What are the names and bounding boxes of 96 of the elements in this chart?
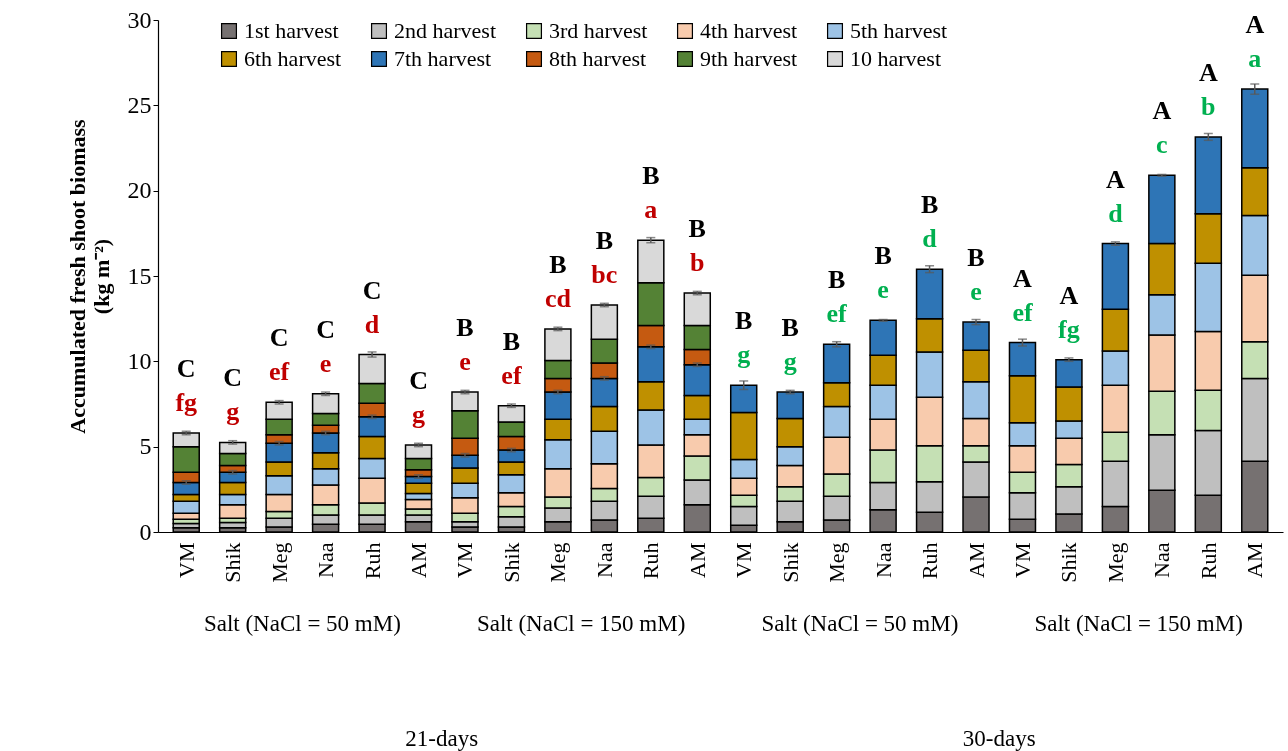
annotation: a (644, 195, 658, 225)
annotation: B (967, 243, 985, 273)
annotation: ef (1012, 297, 1033, 327)
annotation: ef (826, 299, 848, 329)
x-tick-label: Ruh (1195, 542, 1221, 580)
text: Salt (NaCl = 150 mM) (1034, 611, 1243, 636)
x-tick-label: Naa (1149, 542, 1175, 578)
x-tick-label: AM (1242, 542, 1268, 578)
annotation: B (549, 249, 567, 279)
annotation: B (874, 241, 892, 271)
legend-label: 9th harvest (700, 46, 798, 71)
annotation: g (226, 397, 240, 427)
x-tick-label: Meg (266, 542, 292, 583)
x-tick-label: AM (684, 542, 710, 578)
annotation: A (1013, 263, 1033, 293)
y-tick-label: 25 (127, 91, 152, 118)
annotation: C (316, 314, 335, 344)
annotation: fg (1058, 314, 1080, 344)
x-tick-label: VM (452, 542, 478, 578)
x-tick-label: Meg (824, 542, 850, 583)
annotation: B (827, 265, 846, 295)
annotation: A (1245, 10, 1265, 40)
annotation: c (1156, 130, 1168, 160)
annotation: b (690, 248, 705, 278)
annotation: B (502, 326, 521, 356)
legend-label: 8th harvest (549, 46, 647, 71)
annotation: B (781, 313, 799, 343)
text: Salt (NaCl = 50 mM) (203, 611, 401, 636)
x-tick-label: Shik (220, 542, 246, 583)
x-tick-label: Ruh (917, 542, 943, 580)
y-tick-label: 20 (127, 177, 152, 204)
annotation: C (176, 354, 196, 384)
text: Salt (NaCl = 50 mM) (761, 611, 959, 636)
text: 30-days (962, 726, 1036, 751)
legend-label: 1st harvest (244, 18, 339, 43)
annotation: C (269, 323, 289, 353)
annotation: A (1152, 96, 1172, 126)
annotation: ef (269, 357, 290, 387)
y-tick-label: 5 (139, 433, 152, 460)
annotation: ef (501, 360, 522, 390)
x-tick-label: AM (406, 542, 432, 578)
x-tick-label: Ruh (638, 542, 664, 580)
annotation: b (1201, 91, 1216, 121)
x-tick-label: Ruh (359, 542, 385, 580)
annotation: e (877, 275, 889, 305)
annotation: bc (591, 260, 618, 290)
x-tick-label: VM (173, 542, 199, 578)
annotation: d (364, 309, 380, 339)
x-tick-label: Shik (777, 542, 803, 583)
annotation: g (737, 340, 751, 370)
y-tick-label: 10 (127, 347, 152, 374)
x-tick-label: VM (1009, 542, 1035, 578)
annotation: A (1198, 57, 1218, 87)
x-tick-label: Naa (870, 542, 896, 578)
annotation: g (783, 347, 797, 377)
annotation: e (970, 277, 982, 307)
legend-label: 10 harvest (850, 46, 942, 71)
annotation: C (409, 365, 428, 395)
annotation: e (459, 347, 471, 377)
annotation: B (595, 226, 614, 256)
x-tick-label: Shik (1056, 542, 1082, 583)
annotation: B (642, 161, 660, 191)
y-tick-label: 30 (127, 6, 152, 33)
x-tick-label: Naa (313, 542, 339, 578)
x-tick-label: Shik (498, 542, 524, 583)
annotation: fg (175, 388, 198, 418)
x-tick-label: VM (731, 542, 757, 578)
x-tick-label: AM (963, 542, 989, 578)
annotation: d (1108, 198, 1124, 228)
annotation: d (922, 224, 938, 254)
annotation: B (920, 190, 939, 220)
annotation: e (319, 348, 332, 378)
x-tick-label: Meg (545, 542, 571, 583)
annotation: A (1059, 280, 1079, 310)
legend-label: 6th harvest (244, 46, 342, 71)
legend-label: 4th harvest (700, 18, 798, 43)
annotation: cd (544, 283, 572, 313)
legend-label: 2nd harvest (394, 18, 497, 43)
annotation: a (1248, 44, 1262, 74)
legend-label: 5th harvest (850, 18, 948, 43)
annotation: g (412, 399, 426, 429)
y-axis-title: Accumulated fresh shoot biomass (kg m⁻²) (64, 118, 114, 434)
annotation: B (688, 214, 706, 244)
y-tick-label: 15 (127, 262, 152, 289)
annotation: A (1106, 164, 1126, 194)
text: Salt (NaCl = 150 mM) (476, 611, 686, 636)
legend-label: 7th harvest (394, 46, 492, 71)
text: 21-days (405, 726, 479, 751)
annotation: C (223, 363, 243, 393)
x-tick-label: Naa (591, 542, 617, 578)
annotation: B (456, 313, 474, 343)
legend-label: 3rd harvest (549, 18, 648, 43)
x-tick-label: Meg (1102, 542, 1128, 583)
annotation: C (362, 275, 382, 305)
y-tick-label: 0 (139, 518, 152, 545)
annotation: B (735, 306, 753, 336)
